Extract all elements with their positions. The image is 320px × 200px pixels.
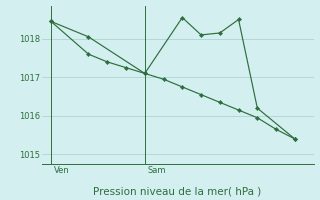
Text: Ven: Ven	[54, 166, 69, 175]
Text: Sam: Sam	[148, 166, 166, 175]
Text: Pression niveau de la mer( hPa ): Pression niveau de la mer( hPa )	[93, 186, 262, 196]
